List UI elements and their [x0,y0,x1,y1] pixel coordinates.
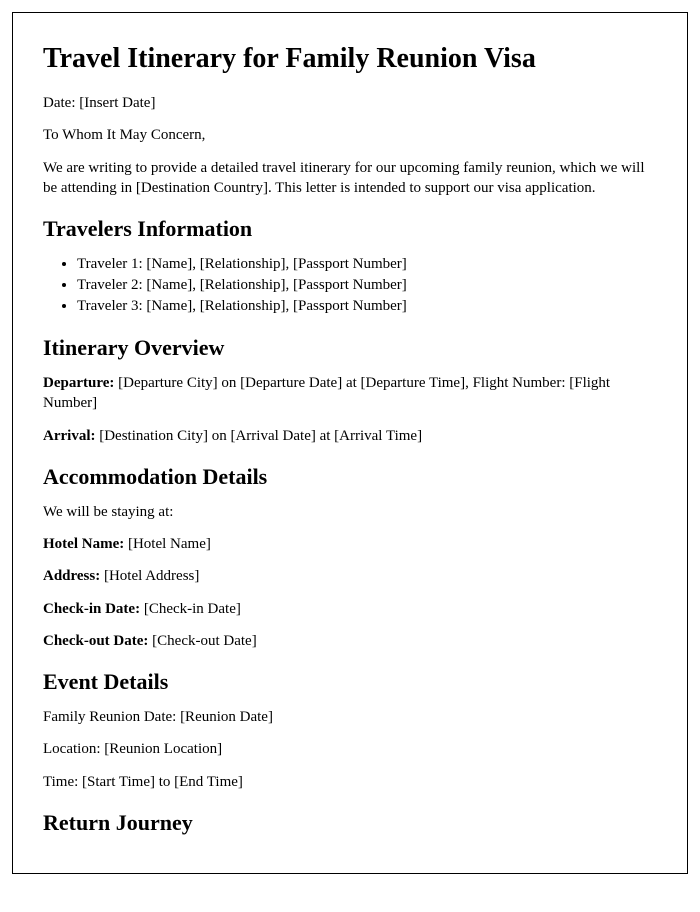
checkin-label: Check-in Date: [43,601,140,617]
itinerary-heading: Itinerary Overview [43,335,657,361]
address-label: Address: [43,568,100,584]
address-text: [Hotel Address] [100,568,199,584]
return-journey-heading: Return Journey [43,810,657,836]
hotel-name-label: Hotel Name: [43,536,124,552]
arrival-text: [Destination City] on [Arrival Date] at … [95,428,422,444]
checkout-line: Check-out Date: [Check-out Date] [43,631,657,651]
date-line: Date: [Insert Date] [43,93,657,113]
reunion-date-line: Family Reunion Date: [Reunion Date] [43,707,657,727]
intro-paragraph: We are writing to provide a detailed tra… [43,158,657,199]
list-item: Traveler 1: [Name], [Relationship], [Pas… [77,254,657,275]
event-heading: Event Details [43,669,657,695]
reunion-time-line: Time: [Start Time] to [End Time] [43,772,657,792]
address-line: Address: [Hotel Address] [43,566,657,586]
departure-text: [Departure City] on [Departure Date] at … [43,375,610,411]
travelers-heading: Travelers Information [43,216,657,242]
list-item: Traveler 2: [Name], [Relationship], [Pas… [77,275,657,296]
hotel-name-text: [Hotel Name] [124,536,211,552]
accommodation-intro: We will be staying at: [43,502,657,522]
document-page: Travel Itinerary for Family Reunion Visa… [12,12,688,874]
checkin-line: Check-in Date: [Check-in Date] [43,599,657,619]
travelers-list: Traveler 1: [Name], [Relationship], [Pas… [43,254,657,317]
list-item: Traveler 3: [Name], [Relationship], [Pas… [77,296,657,317]
checkin-text: [Check-in Date] [140,601,241,617]
accommodation-heading: Accommodation Details [43,464,657,490]
salutation: To Whom It May Concern, [43,125,657,145]
hotel-name-line: Hotel Name: [Hotel Name] [43,534,657,554]
checkout-text: [Check-out Date] [148,633,256,649]
departure-line: Departure: [Departure City] on [Departur… [43,373,657,414]
page-title: Travel Itinerary for Family Reunion Visa [43,43,657,75]
reunion-location-line: Location: [Reunion Location] [43,739,657,759]
departure-label: Departure: [43,375,114,391]
arrival-label: Arrival: [43,428,95,444]
checkout-label: Check-out Date: [43,633,148,649]
arrival-line: Arrival: [Destination City] on [Arrival … [43,426,657,446]
